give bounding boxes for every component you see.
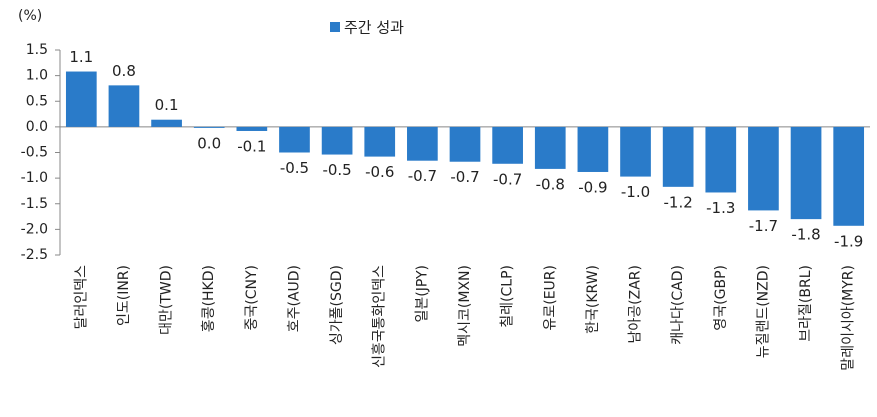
bar — [492, 126, 523, 164]
y-tick-label: -2.0 — [21, 221, 48, 237]
x-tick-label: 캐나다(CAD) — [670, 265, 686, 345]
x-tick-label: 중국(CNY) — [244, 265, 260, 330]
x-tick-label: 인도(INR) — [116, 265, 132, 326]
x-tick-label: 뉴질랜드(NZD) — [755, 265, 771, 358]
data-label: -0.7 — [450, 168, 479, 186]
data-label: -1.3 — [706, 199, 735, 217]
x-tick-label: 홍콩(HKD) — [201, 265, 217, 332]
data-label: -0.6 — [365, 163, 394, 181]
bar — [65, 71, 97, 127]
x-tick-label: 멕시코(MXN) — [457, 265, 473, 347]
data-label: -0.5 — [280, 159, 309, 177]
y-tick-label: 0.5 — [26, 93, 48, 109]
bar — [193, 126, 225, 128]
y-tick-label: -1.0 — [21, 170, 48, 186]
data-label: -0.9 — [578, 178, 607, 196]
x-tick-label: 남아공(ZAR) — [628, 265, 644, 343]
x-tick-label: 브라질(BRL) — [798, 265, 814, 342]
y-tick-label: 1.0 — [26, 68, 48, 84]
bar — [321, 126, 353, 155]
bar — [407, 126, 438, 161]
bar — [236, 126, 268, 131]
x-tick-label: 칠레(CLP) — [500, 265, 516, 328]
y-tick-label: -1.5 — [21, 196, 48, 212]
y-unit: (%) — [18, 8, 42, 24]
bar — [705, 126, 737, 193]
data-label: -0.8 — [536, 175, 565, 193]
bar — [748, 126, 779, 211]
x-tick-label: 영국(GBP) — [713, 265, 729, 331]
x-tick-label: 싱가폴(SGD) — [329, 265, 345, 345]
x-tick-label: 대만(TWD) — [159, 265, 175, 335]
data-label: -0.7 — [493, 170, 522, 188]
data-label: 0.1 — [155, 96, 179, 114]
x-tick-label: 신흥국통화인덱스 — [372, 265, 388, 368]
bar — [833, 126, 865, 226]
data-label: 0.0 — [197, 134, 221, 152]
bar — [534, 126, 566, 169]
x-tick-label: 호주(AUD) — [286, 265, 302, 332]
y-tick-label: 1.5 — [26, 42, 48, 58]
x-tick-label: 유로(EUR) — [542, 265, 558, 331]
x-tick-label: 한국(KRW) — [585, 265, 601, 334]
bar — [108, 85, 140, 127]
data-label: -1.2 — [664, 193, 693, 211]
x-tick-label: 달러인덱스 — [73, 265, 89, 330]
y-tick-label: 0.0 — [26, 119, 48, 135]
legend-swatch — [330, 22, 340, 32]
y-tick-label: -2.5 — [21, 247, 48, 263]
data-label: 0.8 — [112, 62, 136, 80]
data-label: -0.1 — [237, 137, 266, 155]
bar — [662, 126, 694, 187]
data-label: 1.1 — [69, 48, 93, 66]
bar — [279, 126, 310, 153]
x-tick-label: 말레이시아(MYR) — [841, 265, 857, 371]
bar — [364, 126, 396, 157]
bar — [151, 119, 182, 127]
data-label: -1.8 — [791, 226, 820, 244]
bar — [577, 126, 609, 172]
data-label: -1.9 — [834, 232, 863, 250]
legend-label: 주간 성과 — [344, 19, 404, 37]
bar — [790, 126, 822, 220]
bar — [449, 126, 481, 162]
bar — [620, 126, 651, 177]
x-tick-label: 일본(JPY) — [414, 265, 430, 323]
data-label: -0.7 — [408, 167, 437, 185]
data-label: -0.5 — [322, 161, 351, 179]
data-label: -1.0 — [621, 183, 650, 201]
y-tick-label: -0.5 — [21, 145, 48, 161]
data-label: -1.7 — [749, 217, 778, 235]
